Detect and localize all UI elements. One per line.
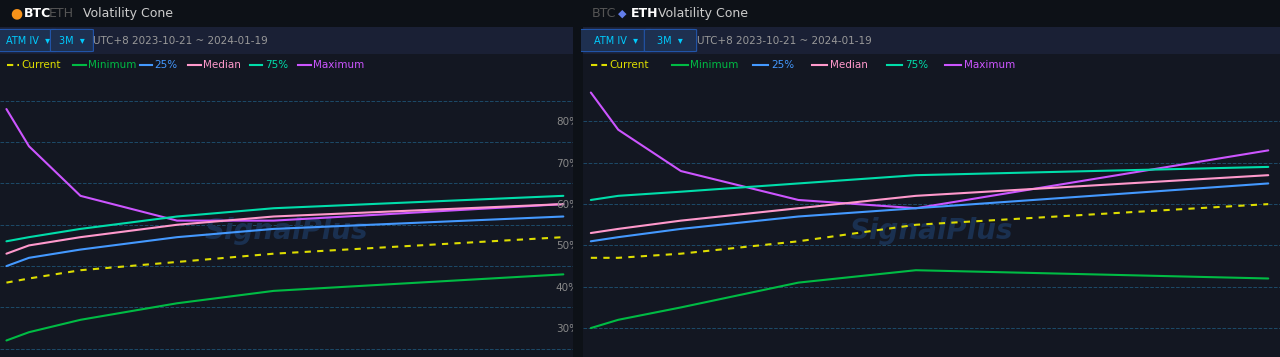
Text: 3M  ▾: 3M ▾ — [59, 35, 84, 45]
Text: 3M  ▾: 3M ▾ — [657, 35, 684, 45]
Text: SignalPlus: SignalPlus — [850, 217, 1014, 245]
Text: Maximum: Maximum — [964, 60, 1015, 70]
Text: 75%: 75% — [265, 60, 288, 70]
Text: Median: Median — [202, 60, 241, 70]
Text: SignalPlus: SignalPlus — [205, 217, 369, 245]
Text: 25%: 25% — [155, 60, 178, 70]
Text: UTC+8 2023-10-21 ~ 2024-01-19: UTC+8 2023-10-21 ~ 2024-01-19 — [696, 35, 872, 45]
Text: 25%: 25% — [771, 60, 795, 70]
Text: Current: Current — [609, 60, 649, 70]
Text: BTC: BTC — [24, 7, 51, 20]
Text: 75%: 75% — [905, 60, 928, 70]
FancyBboxPatch shape — [50, 29, 93, 51]
FancyBboxPatch shape — [580, 29, 653, 51]
Text: ATM IV  ▾: ATM IV ▾ — [5, 35, 50, 45]
Text: ◆: ◆ — [618, 9, 626, 19]
Text: ATM IV  ▾: ATM IV ▾ — [594, 35, 639, 45]
Text: Minimum: Minimum — [690, 60, 739, 70]
Text: UTC+8 2023-10-21 ~ 2024-01-19: UTC+8 2023-10-21 ~ 2024-01-19 — [93, 35, 268, 45]
Text: Median: Median — [829, 60, 868, 70]
Text: ●: ● — [10, 6, 23, 20]
Text: Maximum: Maximum — [312, 60, 364, 70]
Text: ETH: ETH — [49, 7, 74, 20]
Text: Minimum: Minimum — [88, 60, 137, 70]
FancyBboxPatch shape — [0, 29, 58, 51]
Text: Volatility Cone: Volatility Cone — [83, 7, 173, 20]
Text: Volatility Cone: Volatility Cone — [658, 7, 749, 20]
Text: BTC: BTC — [591, 7, 616, 20]
Text: Current: Current — [22, 60, 61, 70]
Text: ETH: ETH — [630, 7, 658, 20]
FancyBboxPatch shape — [644, 29, 696, 51]
